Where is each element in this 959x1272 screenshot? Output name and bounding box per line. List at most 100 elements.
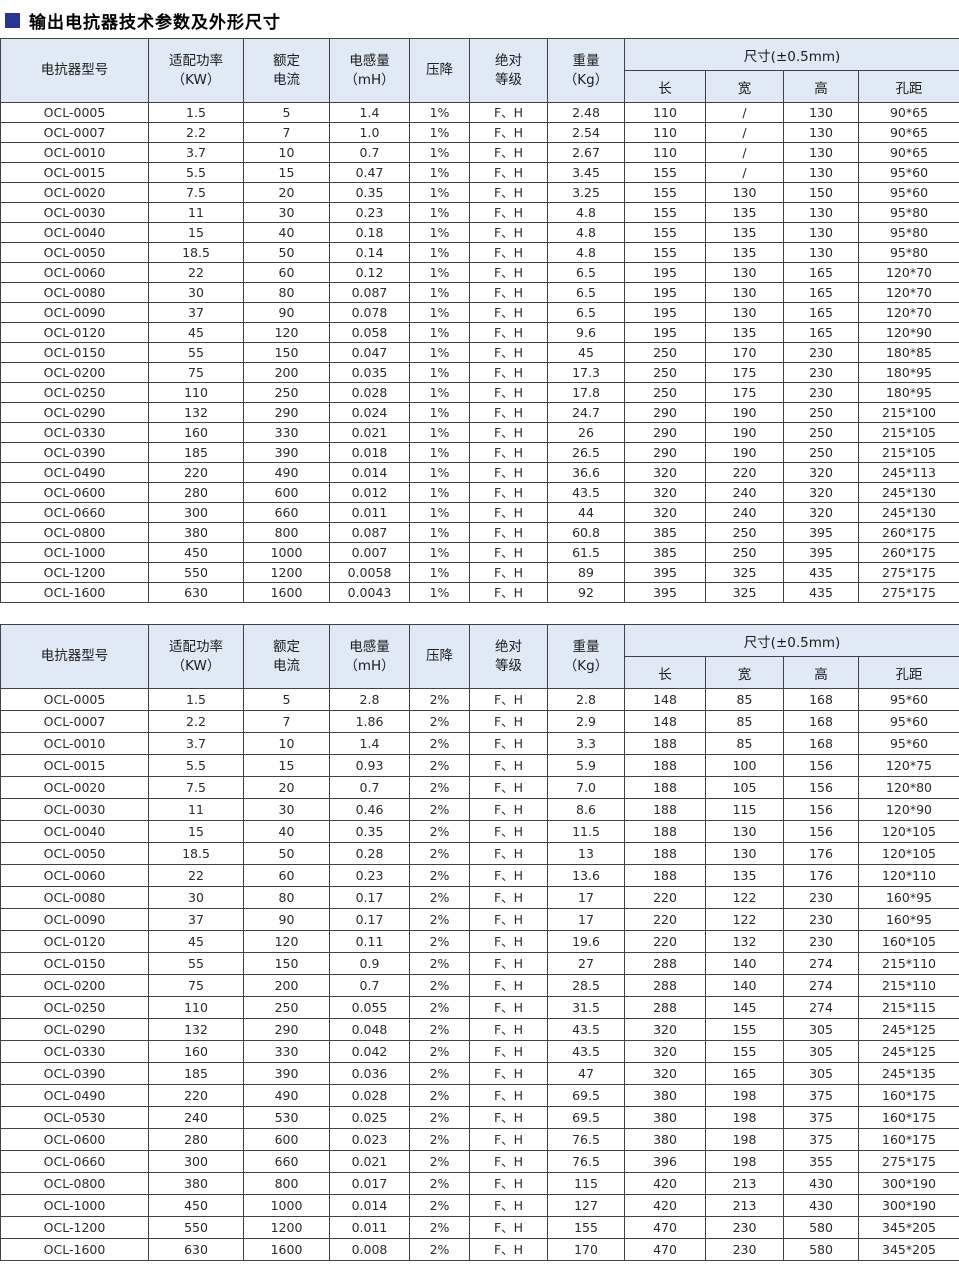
height-cell: 130 xyxy=(783,162,859,183)
voltage-drop-cell: 1% xyxy=(409,462,470,483)
insulation-class-cell: F、H xyxy=(469,182,548,203)
weight-kg-cell: 43.5 xyxy=(547,482,625,503)
height-cell: 176 xyxy=(783,864,859,887)
power-kw-cell: 15 xyxy=(148,222,244,243)
inductance-mh-cell: 0.021 xyxy=(329,1150,410,1173)
height-cell: 168 xyxy=(783,732,859,755)
length-cell: 320 xyxy=(624,462,706,483)
insulation-class-cell: F、H xyxy=(469,162,548,183)
hole-distance-cell: 95*60 xyxy=(858,688,959,711)
voltage-drop-cell: 2% xyxy=(409,1062,470,1085)
width-cell: 198 xyxy=(705,1150,784,1173)
voltage-drop-cell: 2% xyxy=(409,886,470,909)
height-cell: 395 xyxy=(783,542,859,563)
model-cell: OCL-0020 xyxy=(0,776,149,799)
voltage-drop-cell: 2% xyxy=(409,688,470,711)
model-cell: OCL-0020 xyxy=(0,182,149,203)
height-cell: 375 xyxy=(783,1106,859,1129)
width-cell: 135 xyxy=(705,322,784,343)
inductance-mh-cell: 1.4 xyxy=(329,102,410,123)
insulation-class-cell: F、H xyxy=(469,502,548,523)
inductance-mh-cell: 0.7 xyxy=(329,776,410,799)
page-title: 输出电抗器技术参数及外形尺寸 xyxy=(0,0,959,38)
inductance-mh-cell: 0.23 xyxy=(329,202,410,223)
insulation-class-cell: F、H xyxy=(469,422,548,443)
height-cell: 355 xyxy=(783,1150,859,1173)
power-kw-cell: 5.5 xyxy=(148,754,244,777)
model-cell: OCL-1000 xyxy=(0,542,149,563)
hole-distance-cell: 245*130 xyxy=(858,502,959,523)
weight-kg-cell: 26.5 xyxy=(547,442,625,463)
inductance-mh-cell: 0.017 xyxy=(329,1172,410,1195)
height-cell: 305 xyxy=(783,1018,859,1041)
insulation-class-cell: F、H xyxy=(469,522,548,543)
voltage-drop-cell: 2% xyxy=(409,798,470,821)
power-kw-cell: 75 xyxy=(148,974,244,997)
width-cell: 135 xyxy=(705,202,784,223)
col-header-drop-label: 压降 xyxy=(426,62,453,79)
rated-current-cell: 1200 xyxy=(243,562,330,583)
inductance-mh-cell: 0.087 xyxy=(329,282,410,303)
length-cell: 155 xyxy=(624,242,706,263)
rated-current-cell: 250 xyxy=(243,996,330,1019)
table-body-2-percent: OCL-0005 1.5 5 2.8 2% F、H 2.8 148 85 168 95*60 OCL-… xyxy=(0,688,959,1261)
voltage-drop-cell: 2% xyxy=(409,930,470,953)
power-kw-cell: 22 xyxy=(148,864,244,887)
table-row: OCL-1600 630 1600 0.008 2% F、H 170 470 230 580 345… xyxy=(0,1238,959,1261)
height-cell: 176 xyxy=(783,842,859,865)
power-kw-cell: 1.5 xyxy=(148,688,244,711)
col-header-model-label: 电抗器型号 xyxy=(40,648,109,665)
weight-kg-cell: 36.6 xyxy=(547,462,625,483)
height-cell: 435 xyxy=(783,562,859,583)
length-cell: 396 xyxy=(624,1150,706,1173)
length-cell: 320 xyxy=(624,1062,706,1085)
width-cell: / xyxy=(705,142,784,163)
weight-kg-cell: 69.5 xyxy=(547,1106,625,1129)
col-header-size-group: 尺寸(±0.5mm) xyxy=(624,624,959,657)
power-kw-cell: 280 xyxy=(148,482,244,503)
table-row: OCL-0660 300 660 0.011 1% F、H 44 320 240 320 245*1… xyxy=(0,502,959,523)
height-cell: 320 xyxy=(783,502,859,523)
col-header-drop: 压降 xyxy=(409,624,470,689)
bullet-square-icon xyxy=(5,12,20,28)
insulation-class-cell: F、H xyxy=(469,1040,548,1063)
insulation-class-cell: F、H xyxy=(469,322,548,343)
insulation-class-cell: F、H xyxy=(469,282,548,303)
hole-distance-cell: 215*100 xyxy=(858,402,959,423)
length-cell: 195 xyxy=(624,262,706,283)
length-cell: 188 xyxy=(624,864,706,887)
rated-current-cell: 330 xyxy=(243,1040,330,1063)
table-body-1-percent: OCL-0005 1.5 5 1.4 1% F、H 2.48 110/130 90*65 OCL-… xyxy=(0,102,959,603)
table-header: 电抗器型号 适配功率 （KW） 额定 电流 电感量 （mH） 压降 绝对 等级 … xyxy=(0,624,959,689)
insulation-class-cell: F、H xyxy=(469,482,548,503)
model-cell: OCL-0015 xyxy=(0,162,149,183)
inductance-mh-cell: 0.47 xyxy=(329,162,410,183)
length-cell: 290 xyxy=(624,422,706,443)
voltage-drop-cell: 2% xyxy=(409,908,470,931)
table-row: OCL-0090 37 90 0.17 2% F、H 17 220 122 230 160*95 xyxy=(0,908,959,931)
hole-distance-cell: 275*175 xyxy=(858,1150,959,1173)
inductance-mh-cell: 0.028 xyxy=(329,1084,410,1107)
col-header-weight-label: 重量 （Kg） xyxy=(563,53,609,88)
table-row: OCL-0800 380 800 0.017 2% F、H 115 420 213 430 300*… xyxy=(0,1172,959,1195)
table-row: OCL-0330 160 330 0.021 1% F、H 26 290 190 250 215*1… xyxy=(0,422,959,443)
insulation-class-cell: F、H xyxy=(469,930,548,953)
model-cell: OCL-0010 xyxy=(0,142,149,163)
width-cell: 250 xyxy=(705,522,784,543)
height-cell: 305 xyxy=(783,1040,859,1063)
table-row: OCL-0005 1.5 5 2.8 2% F、H 2.8 148 85 168 95*60 xyxy=(0,688,959,711)
power-kw-cell: 280 xyxy=(148,1128,244,1151)
weight-kg-cell: 89 xyxy=(547,562,625,583)
weight-kg-cell: 92 xyxy=(547,582,625,603)
voltage-drop-cell: 1% xyxy=(409,222,470,243)
col-header-inductance: 电感量 （mH） xyxy=(329,624,410,689)
width-cell: 130 xyxy=(705,820,784,843)
length-cell: 395 xyxy=(624,562,706,583)
model-cell: OCL-0490 xyxy=(0,1084,149,1107)
height-cell: 230 xyxy=(783,930,859,953)
height-cell: 130 xyxy=(783,102,859,123)
inductance-mh-cell: 0.18 xyxy=(329,222,410,243)
table-row: OCL-0030 11 30 0.46 2% F、H 8.6 188 115 156 120*90 xyxy=(0,798,959,821)
weight-kg-cell: 17.3 xyxy=(547,362,625,383)
hole-distance-cell: 120*105 xyxy=(858,820,959,843)
